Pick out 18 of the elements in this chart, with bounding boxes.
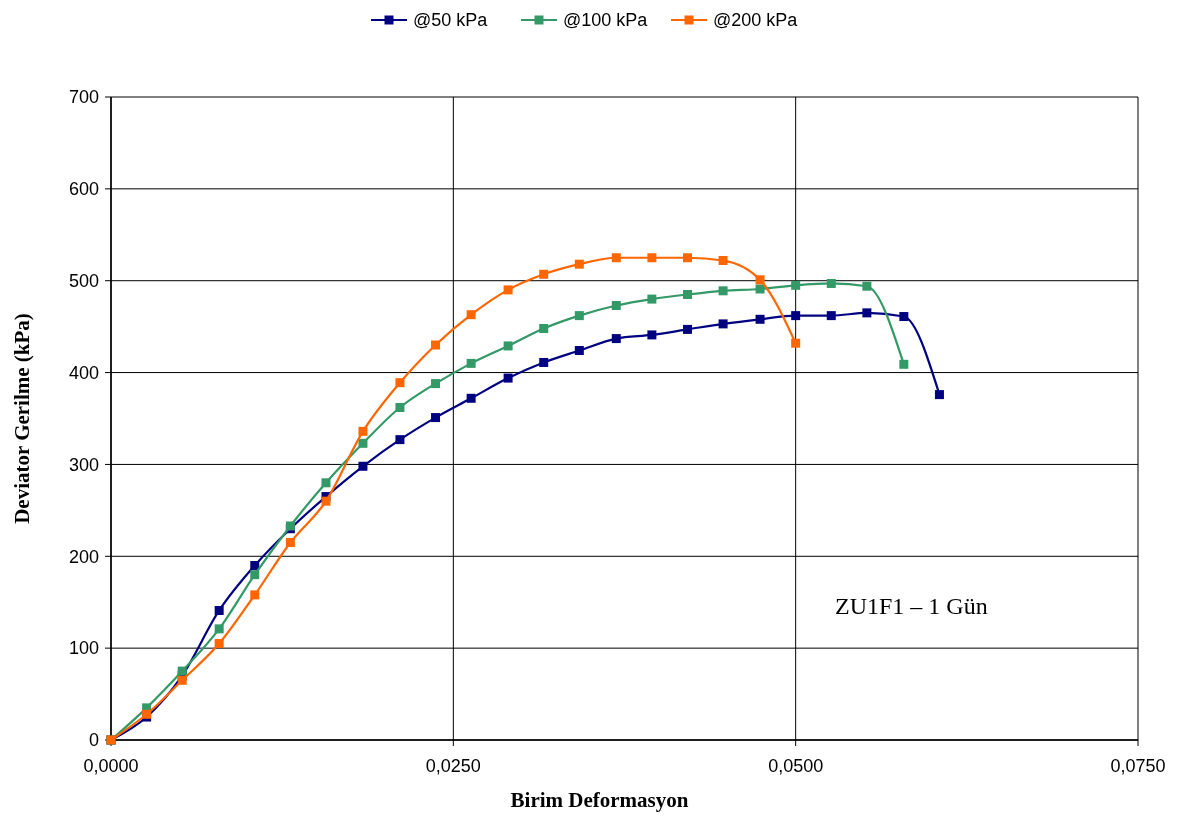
y-tick-label: 0 [88,730,99,751]
legend-label: @100 kPa [563,10,649,30]
y-tick-label: 400 [68,362,99,383]
x-axis-title: Birim Deformasyon [510,788,689,812]
x-tick-label: 0,0750 [1110,756,1166,776]
y-tick-label: 200 [68,546,99,567]
y-tick-label: 100 [68,638,99,659]
y-tick-label: 600 [68,179,99,200]
x-tick-label: 0,0500 [768,756,824,776]
y-tick-label: 300 [68,454,99,475]
legend-label: @200 kPa [713,10,799,30]
y-axis-title: Deviator Gerilme (kPa) [10,313,34,524]
legend-label: @50 kPa [413,10,489,30]
x-tick-label: 0,0000 [83,756,139,776]
y-tick-label: 700 [68,87,99,108]
annotation: ZU1F1 – 1 Gün [835,593,988,619]
x-tick-label: 0,0250 [425,756,481,776]
y-tick-label: 500 [68,271,99,292]
